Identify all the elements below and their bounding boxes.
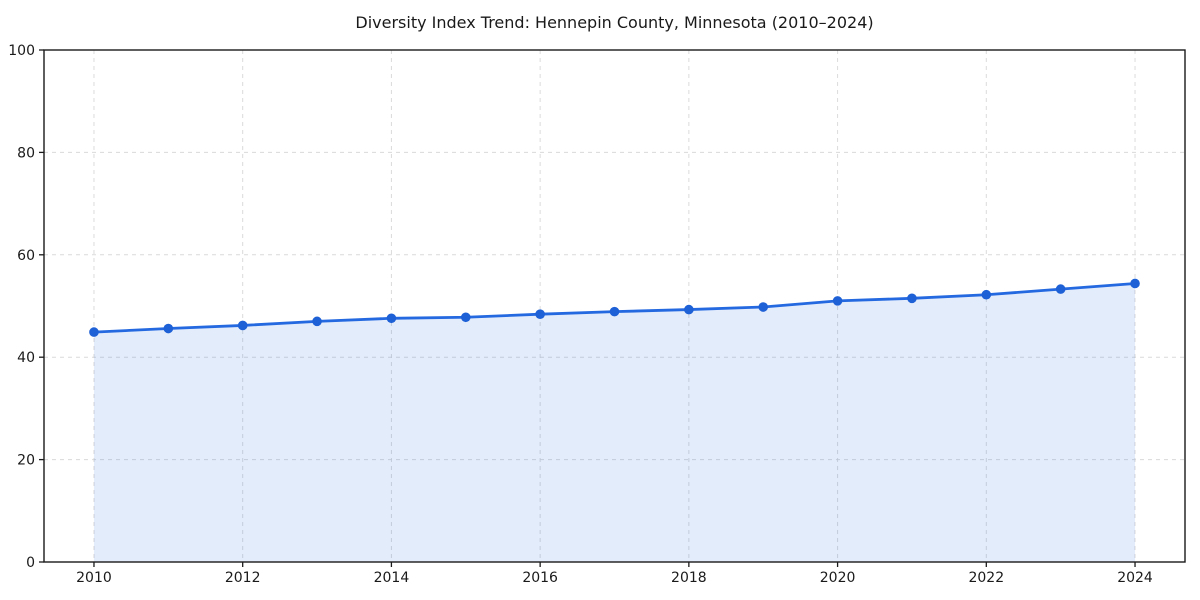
data-point xyxy=(163,323,174,334)
data-point xyxy=(535,309,545,319)
x-tick-label: 2018 xyxy=(671,570,707,586)
x-tick-label: 2020 xyxy=(820,570,856,586)
data-point xyxy=(1130,278,1140,289)
data-point xyxy=(907,293,917,304)
y-tick-label: 100 xyxy=(8,43,35,59)
chart-title: Diversity Index Trend: Hennepin County, … xyxy=(355,13,874,32)
data-point xyxy=(609,306,620,317)
y-tick-label: 60 xyxy=(17,248,35,264)
data-point xyxy=(312,316,322,327)
plot-background xyxy=(44,50,1185,562)
data-point xyxy=(386,313,397,324)
data-point xyxy=(1055,284,1066,294)
x-tick-label: 2010 xyxy=(76,570,112,586)
data-point xyxy=(758,302,769,312)
plot-border xyxy=(43,49,1186,563)
x-tick-label: 2024 xyxy=(1117,570,1153,586)
area-fill xyxy=(93,283,1136,562)
y-tick-label: 0 xyxy=(26,555,35,571)
data-point xyxy=(237,320,248,331)
x-tick-label: 2014 xyxy=(374,570,410,586)
y-tick-label: 40 xyxy=(17,350,35,366)
y-tick-label: 80 xyxy=(17,145,35,161)
data-point xyxy=(89,327,99,337)
x-tick-label: 2012 xyxy=(225,570,261,586)
y-tick-label: 20 xyxy=(17,453,35,469)
data-point xyxy=(832,296,843,306)
x-tick-label: 2022 xyxy=(968,570,1004,586)
x-tick-label: 2016 xyxy=(522,570,558,586)
data-point xyxy=(981,289,992,300)
data-point xyxy=(684,304,694,315)
data-point xyxy=(460,312,471,323)
